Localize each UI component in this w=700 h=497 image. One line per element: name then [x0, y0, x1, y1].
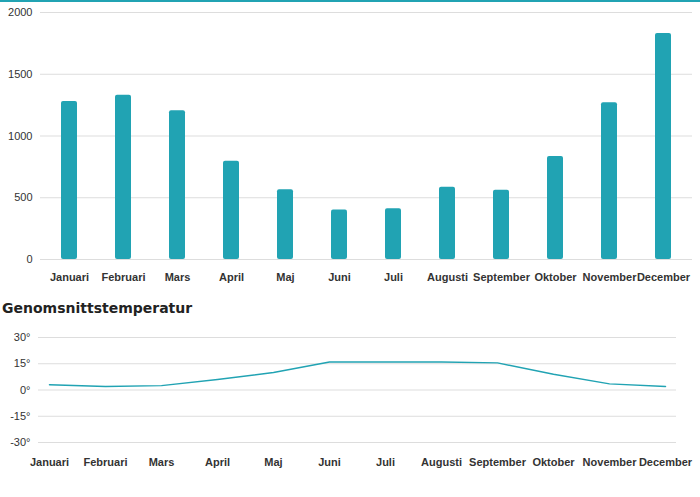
svg-text:30°: 30°: [14, 331, 31, 343]
svg-text:November: November: [583, 271, 638, 283]
svg-text:Januari: Januari: [50, 271, 89, 283]
svg-text:0: 0: [26, 253, 32, 265]
svg-text:Oktober: Oktober: [534, 271, 577, 283]
svg-text:Januari: Januari: [30, 456, 69, 468]
svg-text:Maj: Maj: [264, 456, 282, 468]
svg-text:0°: 0°: [20, 384, 31, 396]
svg-text:September: September: [473, 271, 531, 283]
svg-text:December: December: [639, 456, 693, 468]
svg-text:Februari: Februari: [83, 456, 127, 468]
svg-text:Juni: Juni: [318, 456, 341, 468]
svg-text:15°: 15°: [14, 357, 31, 369]
svg-text:Mars: Mars: [165, 271, 191, 283]
svg-text:Mars: Mars: [149, 456, 175, 468]
svg-text:2000: 2000: [8, 6, 32, 18]
svg-text:1500: 1500: [8, 68, 32, 80]
svg-text:-30°: -30°: [10, 436, 30, 448]
svg-text:Juni: Juni: [328, 271, 351, 283]
svg-text:Maj: Maj: [276, 271, 294, 283]
svg-text:September: September: [469, 456, 527, 468]
svg-text:Oktober: Oktober: [532, 456, 575, 468]
svg-text:April: April: [219, 271, 244, 283]
svg-text:November: November: [583, 456, 638, 468]
svg-text:April: April: [205, 456, 230, 468]
svg-text:500: 500: [14, 191, 32, 203]
svg-text:Augusti: Augusti: [427, 271, 468, 283]
svg-text:1000: 1000: [8, 130, 32, 142]
svg-text:Juli: Juli: [384, 271, 403, 283]
html-text:Genomsnittstemperatur: Genomsnittstemperatur: [2, 300, 193, 316]
svg-text:-15°: -15°: [10, 410, 30, 422]
svg-text:Augusti: Augusti: [421, 456, 462, 468]
svg-text:Juli: Juli: [376, 456, 395, 468]
svg-text:December: December: [637, 271, 691, 283]
svg-text:Februari: Februari: [101, 271, 145, 283]
